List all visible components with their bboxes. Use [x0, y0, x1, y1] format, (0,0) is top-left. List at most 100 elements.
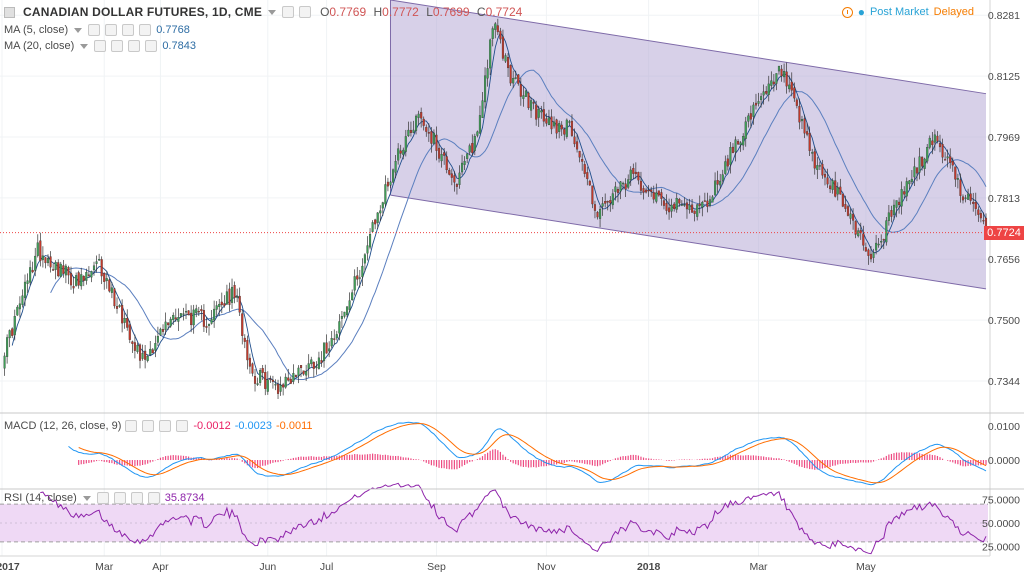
- candle-body: [619, 181, 622, 192]
- channel-fill: [390, 0, 987, 289]
- ma5-path: [11, 31, 987, 387]
- clock-icon: [841, 6, 853, 18]
- candle-body: [394, 161, 397, 173]
- candle-body: [588, 180, 591, 186]
- rsi-hide-icon[interactable]: [96, 492, 109, 504]
- ma5-more-icon[interactable]: [139, 24, 152, 36]
- candle-body: [599, 209, 602, 219]
- candle-body: [34, 255, 37, 271]
- candle-body: [251, 363, 254, 374]
- candle-body: [642, 188, 645, 193]
- candle-body: [289, 378, 292, 384]
- market-status[interactable]: ● Post Market Delayed: [841, 5, 974, 19]
- candle-body: [655, 192, 658, 202]
- ma5-line: [11, 31, 987, 387]
- candle-body: [440, 154, 443, 162]
- ma20-hide-icon[interactable]: [94, 40, 107, 52]
- candle-body: [389, 181, 392, 186]
- ma20-menu-chevron-down-icon[interactable]: [80, 43, 89, 49]
- ma5-close-icon[interactable]: [122, 24, 135, 36]
- price-axis[interactable]: 0.8281 0.8125 0.7969 0.7813 0.7656 0.7500 0.73…: [982, 0, 1020, 556]
- candle-body: [678, 199, 681, 204]
- rsi-label: RSI (14, close): [4, 492, 77, 504]
- macd-hide-icon[interactable]: [125, 420, 138, 432]
- candle-body: [841, 193, 844, 207]
- candle-body: [64, 265, 67, 276]
- candle-body: [21, 295, 24, 305]
- rsi-more-icon[interactable]: [147, 492, 160, 504]
- pane-separators[interactable]: [0, 412, 1024, 490]
- candle-body: [956, 178, 959, 180]
- candle-body: [609, 200, 612, 204]
- candle-body: [632, 168, 635, 174]
- candle-body: [448, 169, 451, 175]
- candle-body: [489, 39, 492, 69]
- time-tick-label: Jun: [259, 561, 276, 573]
- candle-body: [450, 173, 453, 178]
- candle-body: [320, 360, 323, 363]
- rsi-close-icon[interactable]: [130, 492, 143, 504]
- macd-label: MACD (12, 26, close, 9): [4, 420, 122, 432]
- candle-body: [110, 287, 113, 293]
- candle-body: [80, 274, 83, 287]
- macd-close-icon[interactable]: [159, 420, 172, 432]
- candle-body: [312, 361, 315, 369]
- candle-body: [59, 263, 62, 277]
- candle-body: [811, 152, 814, 154]
- candle-body: [931, 140, 934, 146]
- candle-body: [264, 372, 267, 389]
- candle-body: [530, 100, 533, 111]
- ma5-hide-icon[interactable]: [88, 24, 101, 36]
- candle-body: [685, 202, 689, 210]
- candle-body: [517, 74, 520, 84]
- candle-body: [338, 321, 341, 334]
- rsi-settings-gear-icon[interactable]: [113, 492, 126, 504]
- candle-body: [624, 183, 627, 190]
- candle-body: [6, 337, 9, 357]
- rsi-menu-chevron-down-icon[interactable]: [82, 495, 91, 501]
- candle-body: [468, 145, 471, 153]
- candle-body: [675, 198, 678, 210]
- candle-body: [662, 200, 666, 206]
- candle-body: [330, 338, 333, 347]
- ma5-menu-chevron-down-icon[interactable]: [74, 27, 83, 33]
- candle-body: [284, 376, 287, 388]
- candle-body: [849, 213, 852, 219]
- candle-body: [90, 271, 93, 278]
- symbol-menu-chevron-down-icon[interactable]: [268, 9, 277, 15]
- rsi-band: [0, 504, 988, 542]
- rsi-pane: [0, 482, 988, 555]
- candle-body: [481, 100, 484, 118]
- ma20-settings-gear-icon[interactable]: [111, 40, 124, 52]
- candle-body: [409, 129, 412, 134]
- candle-body: [918, 156, 921, 173]
- ma20-close-icon[interactable]: [128, 40, 141, 52]
- candle-body: [961, 196, 965, 201]
- candle-body: [241, 313, 244, 336]
- candle-body: [614, 186, 617, 192]
- price-tick-label: 0.8281: [988, 10, 1020, 22]
- ma20-more-icon[interactable]: [145, 40, 158, 52]
- candle-body: [69, 273, 73, 286]
- candle-body: [261, 368, 264, 373]
- candle-body: [23, 281, 27, 298]
- ma5-settings-gear-icon[interactable]: [105, 24, 118, 36]
- candle-body: [77, 272, 80, 286]
- macd-settings-gear-icon[interactable]: [142, 420, 155, 432]
- candle-body: [379, 210, 382, 214]
- macd-more-icon[interactable]: [176, 420, 189, 432]
- settings-gear-icon[interactable]: [299, 6, 312, 18]
- hide-icon[interactable]: [282, 6, 295, 18]
- delayed-label: Delayed: [933, 6, 974, 18]
- candle-body: [13, 316, 16, 336]
- candle-body: [113, 288, 116, 307]
- candle-body: [834, 180, 837, 197]
- candle-body: [563, 129, 566, 135]
- candle-body: [149, 348, 152, 355]
- price-channel[interactable]: [389, 0, 987, 290]
- candle-body: [859, 230, 862, 234]
- candle-body: [765, 91, 768, 94]
- time-axis[interactable]: 2017 Mar Apr Jun Jul Sep Nov 2018 Mar May: [0, 555, 990, 573]
- candle-body: [279, 384, 282, 392]
